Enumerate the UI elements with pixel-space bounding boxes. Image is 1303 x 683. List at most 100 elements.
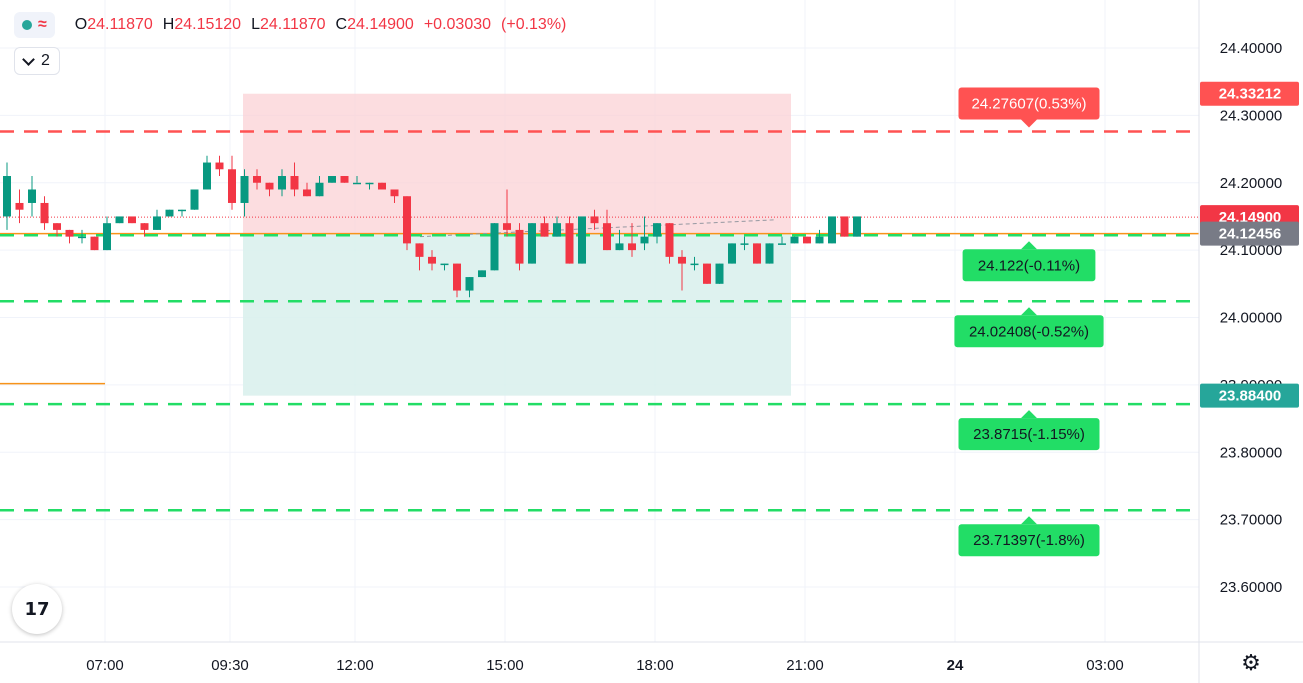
- candle: [853, 216, 861, 237]
- candle: [178, 209, 186, 217]
- tradingview-logo[interactable]: 17: [12, 584, 62, 634]
- open-value: O24.11870: [74, 16, 153, 33]
- candle-body: [590, 216, 599, 224]
- time-tick-label: 18:00: [636, 657, 674, 674]
- market-status-dot-icon: [22, 20, 32, 30]
- candle: [365, 182, 374, 190]
- ohlc-legend: ≈ O24.11870 H24.15120 L24.11870 C24.1490…: [14, 12, 566, 38]
- candle-body: [453, 263, 461, 291]
- chevron-down-icon: [22, 52, 35, 66]
- candle-body: [165, 209, 174, 217]
- candle: [528, 223, 536, 264]
- candle: [578, 216, 586, 264]
- candle-body: [853, 216, 861, 237]
- candle: [515, 223, 524, 271]
- candle-body: [615, 243, 624, 251]
- level-label: 24.122(-0.11%): [962, 241, 1096, 282]
- high-value: H24.15120: [162, 16, 242, 33]
- level-arrow-icon: [1021, 410, 1037, 419]
- candle: [403, 196, 411, 251]
- indicators-toggle-button[interactable]: 2: [14, 47, 60, 75]
- time-tick-label: 09:30: [211, 657, 249, 674]
- candle: [565, 216, 574, 264]
- candle-body: [40, 202, 49, 224]
- candle: [140, 223, 149, 237]
- candle: [428, 250, 436, 271]
- level-label-box: [958, 87, 1100, 120]
- candle: [840, 216, 849, 237]
- series-status-pill[interactable]: ≈: [14, 12, 55, 38]
- candle-body: [90, 236, 99, 251]
- level-label-text: 23.8715(-1.15%): [973, 426, 1085, 443]
- candle: [390, 189, 399, 203]
- candle-body: [78, 236, 86, 239]
- candle-body: [578, 216, 586, 264]
- candle-body: [153, 216, 161, 230]
- candle-body: [278, 176, 286, 190]
- candle: [278, 169, 286, 197]
- candle: [165, 209, 174, 217]
- candle-body: [528, 223, 536, 264]
- candle: [15, 189, 24, 224]
- candle-body: [415, 243, 424, 257]
- candle: [640, 216, 649, 251]
- level-arrow-icon: [1021, 307, 1037, 316]
- candle-body: [678, 256, 686, 264]
- target-zone: [243, 93, 791, 234]
- candle-body: [778, 243, 786, 245]
- level-label: 23.71397(-1.8%): [958, 516, 1100, 557]
- candle: [590, 209, 599, 230]
- level-arrow-icon: [1021, 119, 1037, 128]
- candle-body: [315, 182, 324, 197]
- candle: [628, 223, 636, 257]
- price-tick-label: 24.10000: [1220, 242, 1283, 259]
- candle: [215, 155, 224, 177]
- candle-body: [703, 263, 711, 284]
- candles: [3, 155, 861, 298]
- gear-icon[interactable]: ⚙: [1241, 650, 1261, 675]
- candle: [103, 216, 111, 251]
- candle-body: [253, 176, 261, 183]
- candle-body: [690, 263, 699, 266]
- candle: [503, 189, 511, 237]
- candle: [53, 223, 61, 237]
- candle-body: [603, 223, 611, 251]
- candle: [665, 223, 674, 264]
- candle: [353, 176, 361, 185]
- candle-body: [665, 223, 674, 257]
- candle-body: [503, 223, 511, 230]
- candle-body: [390, 189, 399, 197]
- projection-line: [419, 219, 776, 238]
- price-tag-text: 23.88400: [1219, 388, 1282, 405]
- candle: [453, 263, 461, 298]
- candle-body: [815, 236, 824, 244]
- price-tag: [1200, 81, 1299, 106]
- candle-body: [565, 223, 574, 264]
- candle: [690, 256, 699, 271]
- wave-icon: ≈: [38, 16, 47, 33]
- candle: [415, 243, 424, 271]
- candle: [315, 176, 324, 197]
- candle-body: [403, 196, 411, 244]
- candle-body: [765, 243, 774, 264]
- level-label-box: [962, 249, 1096, 282]
- time-tick-label: 15:00: [486, 657, 524, 674]
- candle-body: [515, 229, 524, 264]
- close-value: C24.14900: [335, 16, 414, 33]
- candle: [128, 216, 136, 224]
- level-label-box: [958, 524, 1100, 557]
- candle-body: [840, 216, 849, 237]
- candle-body: [215, 162, 224, 170]
- candle-body: [715, 263, 724, 284]
- candle: [765, 243, 774, 264]
- time-tick-label: 07:00: [86, 657, 124, 674]
- level-label-box: [954, 315, 1104, 348]
- price-tick-label: 23.60000: [1220, 579, 1283, 596]
- level-arrow-icon: [1021, 241, 1037, 250]
- candle-body: [240, 176, 249, 203]
- candle: [615, 229, 624, 251]
- candle-body: [540, 223, 549, 237]
- candle-body: [465, 277, 474, 291]
- candle-body: [803, 236, 811, 244]
